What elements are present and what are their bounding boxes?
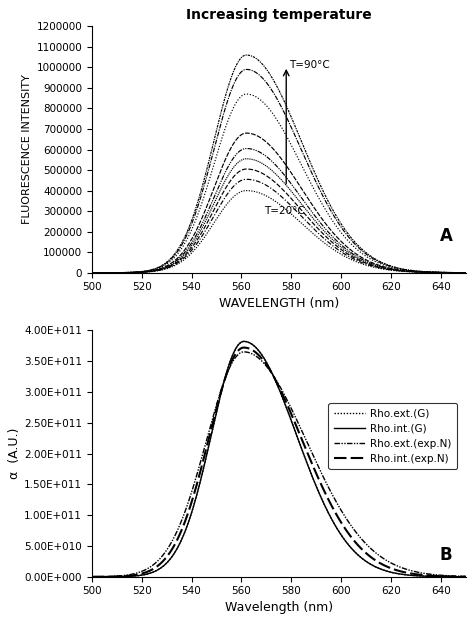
Rho.ext.(G) (89, 573, 95, 580)
Rho.int.(G) (241, 338, 247, 345)
Rho.int.(G) (155, 566, 161, 573)
Y-axis label: α  (A.U.): α (A.U.) (9, 428, 21, 479)
Rho.int.(exp.N) (371, 555, 377, 563)
Rho.ext.(exp.N) (89, 573, 95, 580)
Rho.int.(exp.N) (241, 344, 247, 351)
Rho.int.(G) (259, 351, 264, 358)
Text: B: B (439, 545, 452, 564)
Rho.int.(exp.N) (339, 520, 345, 527)
Rho.ext.(G) (259, 351, 264, 358)
Rho.ext.(exp.N) (185, 499, 191, 507)
Text: T=20°C: T=20°C (264, 206, 305, 216)
Legend: Rho.ext.(G), Rho.int.(G), Rho.ext.(exp.N), Rho.int.(exp.N): Rho.ext.(G), Rho.int.(G), Rho.ext.(exp.N… (328, 403, 457, 470)
Title: Increasing temperature: Increasing temperature (186, 8, 372, 22)
Rho.int.(G) (185, 520, 191, 527)
Rho.int.(exp.N) (185, 509, 191, 517)
Rho.int.(exp.N) (463, 573, 468, 580)
Text: T=90°C: T=90°C (289, 60, 329, 70)
X-axis label: WAVELENGTH (nm): WAVELENGTH (nm) (219, 297, 339, 310)
Rho.ext.(G) (371, 562, 377, 570)
Line: Rho.int.(exp.N): Rho.int.(exp.N) (92, 348, 465, 577)
Rho.ext.(G) (185, 520, 191, 527)
Rho.ext.(G) (339, 532, 345, 540)
Rho.ext.(G) (310, 474, 316, 481)
Rho.int.(G) (310, 474, 316, 481)
Rho.ext.(G) (241, 338, 247, 345)
Rho.ext.(G) (155, 566, 161, 573)
Rho.ext.(G) (463, 573, 468, 580)
Line: Rho.int.(G): Rho.int.(G) (92, 341, 465, 577)
Rho.ext.(exp.N) (155, 557, 161, 564)
Rho.int.(G) (463, 573, 468, 580)
Rho.int.(exp.N) (89, 573, 95, 580)
Rho.int.(G) (339, 532, 345, 540)
Rho.int.(exp.N) (155, 562, 161, 569)
Rho.int.(G) (89, 573, 95, 580)
Line: Rho.ext.(exp.N): Rho.ext.(exp.N) (92, 352, 465, 577)
Rho.int.(G) (371, 562, 377, 570)
Rho.ext.(exp.N) (241, 348, 247, 356)
X-axis label: Wavelength (nm): Wavelength (nm) (225, 601, 333, 614)
Line: Rho.ext.(G): Rho.ext.(G) (92, 341, 465, 577)
Rho.int.(exp.N) (259, 355, 264, 362)
Text: A: A (439, 226, 452, 244)
Rho.ext.(exp.N) (463, 573, 468, 580)
Rho.int.(exp.N) (310, 462, 316, 469)
Rho.ext.(exp.N) (371, 547, 377, 555)
Y-axis label: FLUORESCENCE INTENSITY: FLUORESCENCE INTENSITY (22, 75, 32, 225)
Rho.ext.(exp.N) (310, 451, 316, 458)
Rho.ext.(exp.N) (259, 357, 264, 364)
Rho.ext.(exp.N) (339, 508, 345, 516)
